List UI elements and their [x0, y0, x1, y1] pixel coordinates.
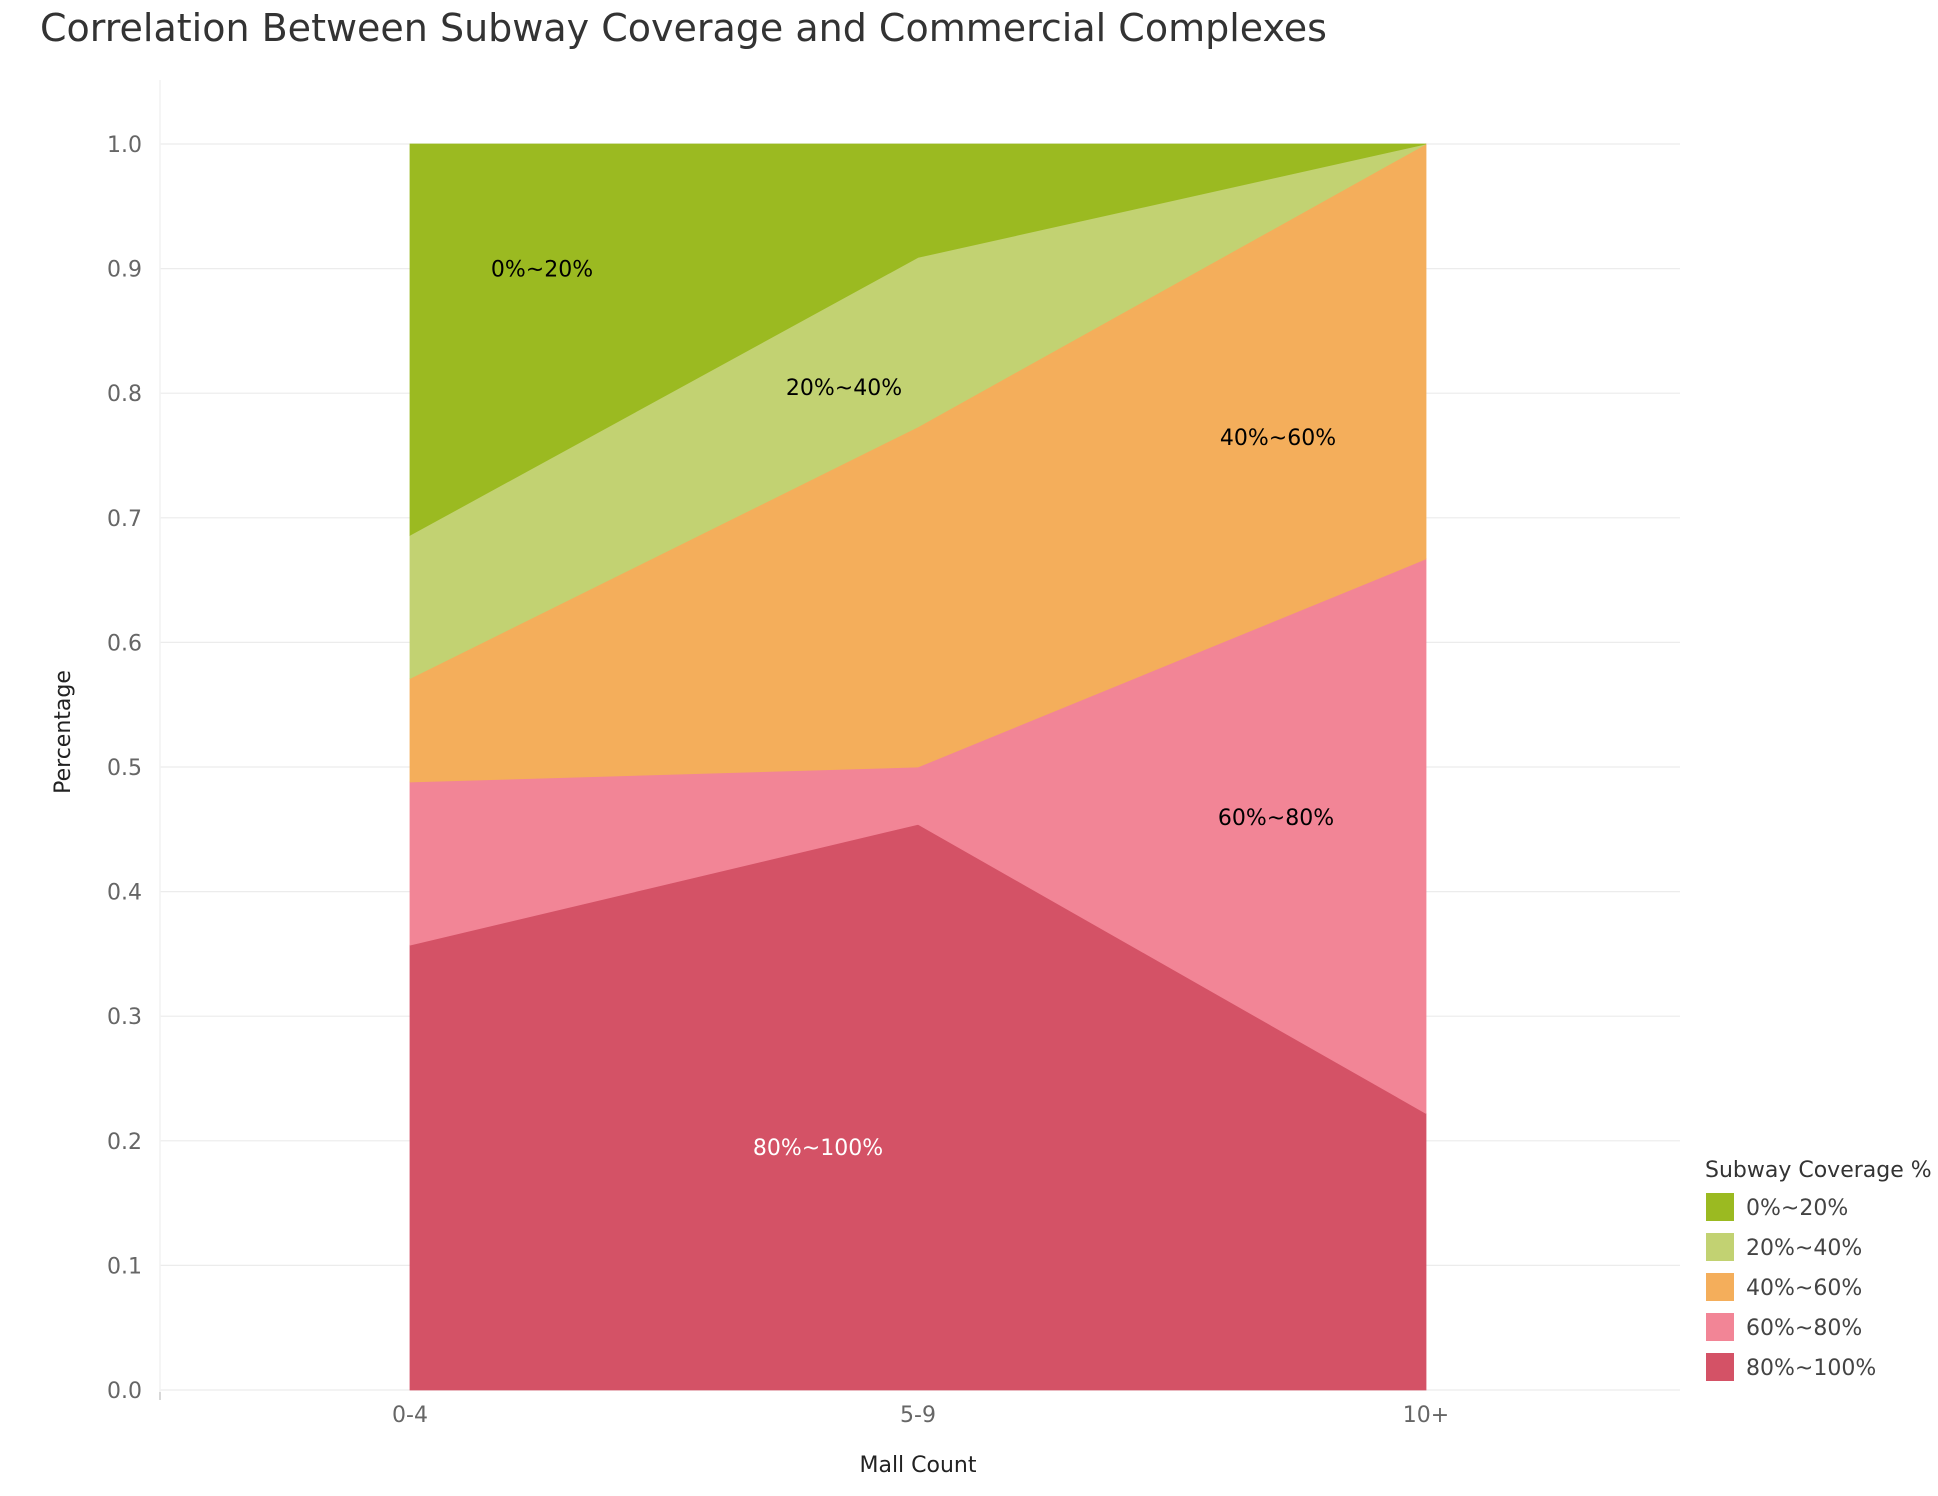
- legend-swatch: [1706, 1233, 1734, 1261]
- area-label: 60%~80%: [1218, 806, 1334, 831]
- legend-swatch: [1706, 1273, 1734, 1301]
- y-tick-label: 0.2: [107, 1130, 142, 1155]
- y-tick-label: 1.0: [107, 133, 142, 158]
- area-0%~20%: [409, 143, 1427, 536]
- legend-entry-label: 20%~40%: [1746, 1236, 1862, 1261]
- legend-entry-label: 60%~80%: [1746, 1316, 1862, 1341]
- chart-title: Correlation Between Subway Coverage and …: [40, 6, 1327, 50]
- legend-swatch: [1706, 1193, 1734, 1221]
- x-tick-label: 0-4: [392, 1403, 428, 1428]
- y-tick-label: 0.1: [107, 1254, 142, 1279]
- legend: Subway Coverage % 0%~20% 20%~40% 40%~60% 60%…: [1705, 1158, 1932, 1381]
- area-label: 0%~20%: [491, 258, 593, 283]
- y-tick-label: 0.3: [107, 1005, 142, 1030]
- y-tick-label: 0.6: [107, 631, 142, 656]
- y-tick-label: 0.7: [107, 507, 142, 532]
- x-tick-label: 10+: [1403, 1403, 1449, 1428]
- axes: 0.0 0.1 0.2 0.3 0.4 0.5 0.6 0.7 0.8 0.9 1.0 0-4 5-9 1…: [51, 80, 1449, 1478]
- y-axis-title: Percentage: [51, 670, 76, 794]
- area-label: 20%~40%: [786, 376, 902, 401]
- x-tick-label: 5-9: [900, 1403, 936, 1428]
- y-tick-label: 0.8: [107, 382, 142, 407]
- legend-entry-label: 80%~100%: [1746, 1356, 1876, 1381]
- area-series: [409, 143, 1427, 1391]
- legend-swatch: [1706, 1313, 1734, 1341]
- y-tick-label: 0.9: [107, 258, 142, 283]
- y-tick-label: 0.0: [107, 1379, 142, 1404]
- legend-swatch: [1706, 1353, 1734, 1381]
- legend-title: Subway Coverage %: [1705, 1158, 1932, 1183]
- y-tick-label: 0.5: [107, 756, 142, 781]
- y-tick-label: 0.4: [107, 881, 142, 906]
- x-axis-title: Mall Count: [859, 1453, 976, 1478]
- legend-entry-label: 40%~60%: [1746, 1276, 1862, 1301]
- legend-entry-label: 0%~20%: [1746, 1196, 1848, 1221]
- area-label: 40%~60%: [1220, 426, 1336, 451]
- area-labels: 80%~100% 60%~80% 40%~60% 20%~40% 0%~20%: [491, 258, 1336, 1161]
- area-label: 80%~100%: [753, 1136, 883, 1161]
